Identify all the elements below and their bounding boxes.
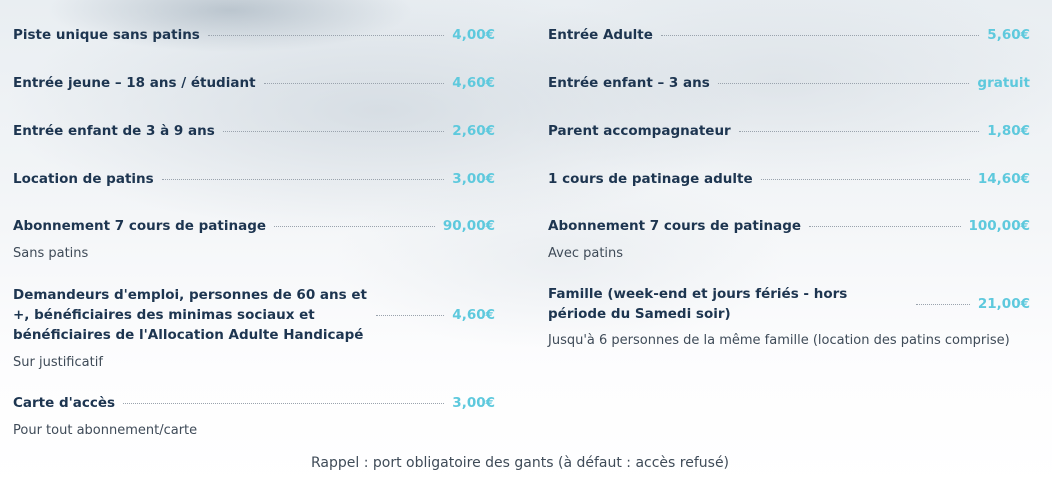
price-item-note: Sur justificatif <box>13 355 103 370</box>
price-item-label: Entrée enfant de 3 à 9 ans <box>13 123 215 139</box>
price-item: 1 cours de patinage adulte 14,60€ <box>548 169 1030 189</box>
price-item-value: 4,00€ <box>452 27 495 43</box>
dotted-leader <box>222 130 445 132</box>
price-item-note: Pour tout abonnement/carte <box>13 423 198 438</box>
price-item: Demandeurs d'emploi, personnes de 60 ans… <box>13 285 495 345</box>
price-item-label: Abonnement 7 cours de patinage <box>13 218 267 234</box>
price-item-value: 4,60€ <box>452 75 495 91</box>
price-item: Entrée enfant de 3 à 9 ans 2,60€ <box>13 121 495 141</box>
price-item-label: Abonnement 7 cours de patinage <box>548 218 802 234</box>
dotted-leader <box>376 314 445 316</box>
price-item: Carte d'accès 3,00€ <box>13 393 495 413</box>
price-item-label: Entrée enfant – 3 ans <box>548 75 710 91</box>
price-item-value: gratuit <box>977 75 1030 91</box>
price-item: Location de patins 3,00€ <box>13 169 495 189</box>
price-item-label: Demandeurs d'emploi, personnes de 60 ans… <box>13 287 367 343</box>
price-item: Abonnement 7 cours de patinage 100,00€ <box>548 216 1030 236</box>
price-item-note: Avec patins <box>548 246 624 261</box>
dotted-leader <box>207 34 445 36</box>
dotted-leader <box>738 130 980 132</box>
dotted-leader <box>809 225 961 227</box>
price-item-label: Carte d'accès <box>13 395 116 411</box>
dotted-leader <box>274 225 435 227</box>
price-item-label: Parent accompagnateur <box>548 123 731 139</box>
price-item-label: Famille (week-end et jours fériés - hors… <box>548 286 848 322</box>
price-item: Entrée enfant – 3 ans gratuit <box>548 73 1030 93</box>
price-item-value: 14,60€ <box>977 171 1030 187</box>
dotted-leader <box>123 402 445 404</box>
price-item-note: Sans patins <box>13 246 89 261</box>
price-item-label: Entrée Adulte <box>548 27 653 43</box>
gloves-reminder: Rappel : port obligatoire des gants (à d… <box>310 455 730 471</box>
dotted-leader <box>760 178 970 180</box>
price-item-label: Piste unique sans patins <box>13 27 200 43</box>
price-item-label: Location de patins <box>13 171 154 187</box>
price-item-value: 5,60€ <box>987 27 1030 43</box>
price-item: Abonnement 7 cours de patinage 90,00€ <box>13 216 495 236</box>
price-item: Parent accompagnateur 1,80€ <box>548 121 1030 141</box>
price-item-value: 2,60€ <box>452 123 495 139</box>
price-item-value: 21,00€ <box>977 296 1030 312</box>
dotted-leader <box>660 34 980 36</box>
dotted-leader <box>161 178 445 180</box>
price-item: Entrée jeune – 18 ans / étudiant 4,60€ <box>13 73 495 93</box>
dotted-leader <box>263 82 445 84</box>
price-item-value: 3,00€ <box>452 395 495 411</box>
price-item-note: Jusqu'à 6 personnes de la même famille (… <box>548 333 1010 348</box>
price-item: Famille (week-end et jours fériés - hors… <box>548 284 1030 324</box>
price-item-value: 90,00€ <box>442 218 495 234</box>
price-item-label: Entrée jeune – 18 ans / étudiant <box>13 75 256 91</box>
price-item-label: 1 cours de patinage adulte <box>548 171 753 187</box>
dotted-leader <box>916 303 970 305</box>
price-item-value: 3,00€ <box>452 171 495 187</box>
dotted-leader <box>717 82 970 84</box>
price-item-value: 4,60€ <box>452 307 495 323</box>
price-item-value: 100,00€ <box>968 218 1031 234</box>
price-item: Piste unique sans patins 4,00€ <box>13 25 495 45</box>
price-item-value: 1,80€ <box>987 123 1030 139</box>
price-item: Entrée Adulte 5,60€ <box>548 25 1030 45</box>
